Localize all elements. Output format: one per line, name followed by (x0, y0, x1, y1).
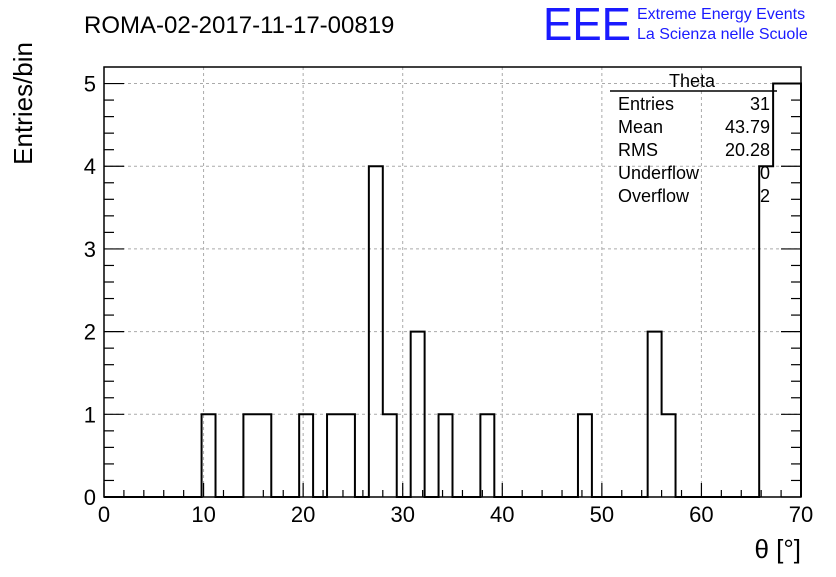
histogram-outline (104, 82, 802, 498)
stats-box: Theta Entries 31 Mean 43.79 RMS 20.28 Underflo… (610, 71, 777, 206)
y-tick-label: 5 (84, 72, 96, 97)
stats-row-label: Overflow (618, 186, 690, 206)
y-tick-label: 2 (84, 320, 96, 345)
x-tick-label: 10 (191, 502, 215, 527)
y-tick-label: 1 (84, 402, 96, 427)
chart-title: ROMA-02-2017-11-17-00819 (84, 12, 394, 39)
stats-title: Theta (669, 71, 716, 91)
stats-rows: Entries 31 Mean 43.79 RMS 20.28 Underflow 0 Over… (618, 94, 770, 206)
stats-row-value: 31 (750, 94, 770, 114)
stats-row-label: Mean (618, 117, 663, 137)
x-tick-label: 60 (689, 502, 713, 527)
stats-row-label: Entries (618, 94, 674, 114)
histogram-bar (439, 414, 453, 497)
histogram-bar (341, 414, 355, 497)
x-tick-label: 50 (590, 502, 614, 527)
logo-line-2: La Scienza nelle Scuole (637, 26, 808, 43)
histogram-bar (578, 414, 592, 497)
histogram-bar (383, 414, 397, 497)
x-tick-label: 40 (490, 502, 514, 527)
x-tick-label: 0 (98, 502, 110, 527)
y-tick-label: 4 (84, 154, 96, 179)
histogram-bar (257, 414, 271, 497)
x-tick-label: 30 (390, 502, 414, 527)
x-tick-label: 70 (789, 502, 813, 527)
histogram-bar (787, 84, 801, 497)
axis-ticks (103, 82, 802, 498)
stats-row-value: 20.28 (725, 140, 770, 160)
x-tick-label: 20 (291, 502, 315, 527)
y-axis-label: Entries/bin (8, 42, 38, 165)
histogram-bar (299, 414, 313, 497)
histogram-bar (327, 414, 341, 497)
histogram-bar (480, 414, 494, 497)
histogram-bins (104, 82, 802, 498)
stats-row-label: Underflow (618, 163, 700, 183)
logo-mark: EEE (543, 0, 631, 50)
y-tick-label: 0 (84, 485, 96, 510)
stats-row-value: 43.79 (725, 117, 770, 137)
logo-line-1: Extreme Energy Events (637, 6, 805, 23)
histogram-bar (243, 414, 257, 497)
stats-row-label: RMS (618, 140, 658, 160)
stats-row-value: 0 (760, 163, 770, 183)
histogram-bar (773, 84, 787, 497)
x-axis-label: θ [°] (754, 534, 801, 564)
histogram-bar (662, 414, 676, 497)
stats-row-value: 2 (760, 186, 770, 206)
y-tick-label: 3 (84, 237, 96, 262)
histogram-bar (648, 332, 662, 497)
